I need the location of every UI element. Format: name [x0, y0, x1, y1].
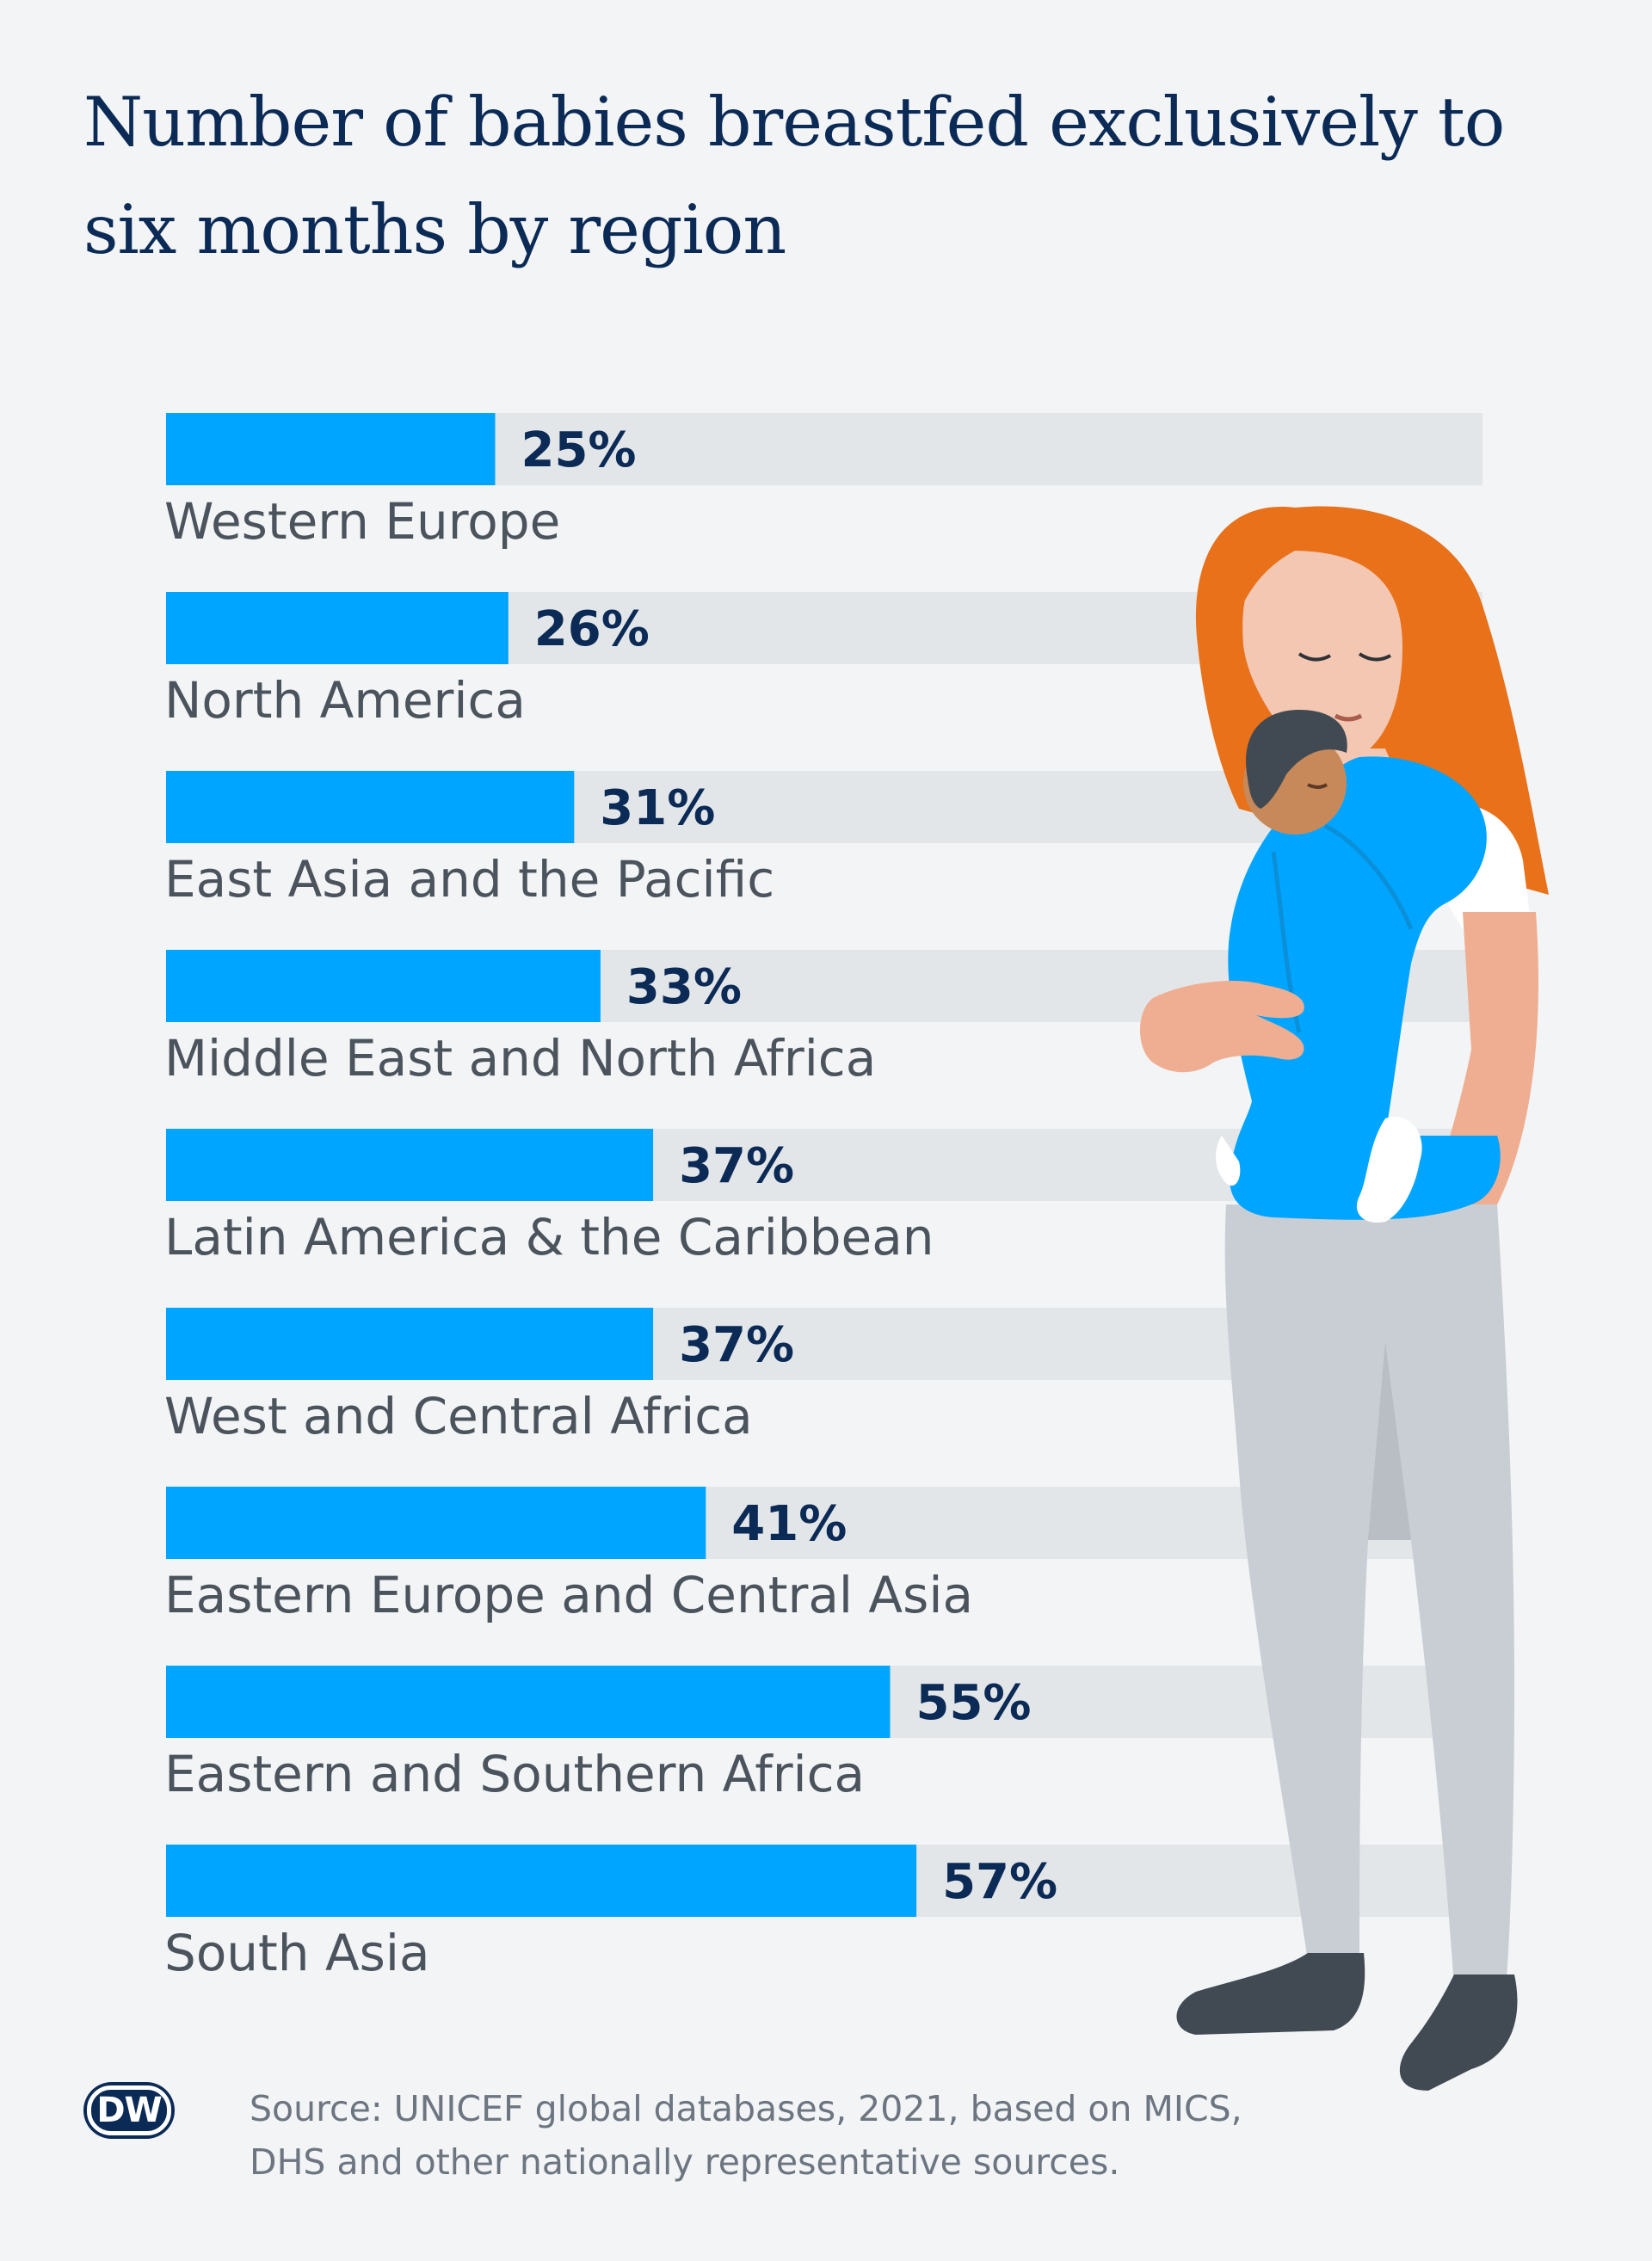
- mother-carrying-baby-illustration: [1140, 506, 1549, 2091]
- value-label: 55%: [916, 1675, 1032, 1731]
- bar: [166, 413, 496, 485]
- category-label: Latin America & the Caribbean: [164, 1208, 934, 1266]
- bar: [166, 1129, 654, 1201]
- value-label: 31%: [600, 780, 715, 836]
- mother-pants: [1224, 1204, 1514, 1987]
- category-label: Eastern and Southern Africa: [164, 1745, 865, 1803]
- mother-hand: [1140, 981, 1304, 1073]
- baby-carrier: [1228, 756, 1501, 1220]
- source-line-2: DHS and other nationally representative …: [250, 2141, 1120, 2183]
- category-label: East Asia and the Pacific: [164, 850, 774, 909]
- source-note: Source: UNICEF global databases, 2021, b…: [250, 2082, 1368, 2189]
- category-label: West and Central Africa: [164, 1387, 753, 1445]
- source-line-1: Source: UNICEF global databases, 2021, b…: [250, 2088, 1242, 2129]
- value-label: 37%: [679, 1138, 794, 1194]
- chart-title: Number of babies breastfed exclusively t…: [83, 83, 1505, 269]
- bar: [166, 1845, 917, 1917]
- baby-foot: [1356, 1117, 1422, 1223]
- left-shoe: [1176, 1953, 1365, 2035]
- category-label: South Asia: [164, 1924, 430, 1982]
- value-label: 33%: [626, 959, 742, 1015]
- value-label: 37%: [679, 1317, 794, 1373]
- value-label: 26%: [534, 601, 650, 657]
- bar: [166, 1487, 706, 1559]
- bar: [166, 950, 601, 1022]
- right-shoe: [1399, 1975, 1518, 2091]
- dw-logo: DW: [83, 2082, 175, 2139]
- bar: [166, 1666, 891, 1738]
- bar: [166, 771, 575, 843]
- category-label: Eastern Europe and Central Asia: [164, 1566, 973, 1624]
- value-label: 25%: [521, 422, 637, 478]
- bar: [166, 592, 509, 664]
- bar: [166, 1308, 654, 1380]
- category-label: North America: [164, 671, 526, 730]
- category-label: Middle East and North Africa: [164, 1029, 876, 1087]
- category-label: Western Europe: [164, 492, 560, 551]
- value-label: 41%: [731, 1496, 847, 1552]
- value-label: 57%: [942, 1854, 1057, 1910]
